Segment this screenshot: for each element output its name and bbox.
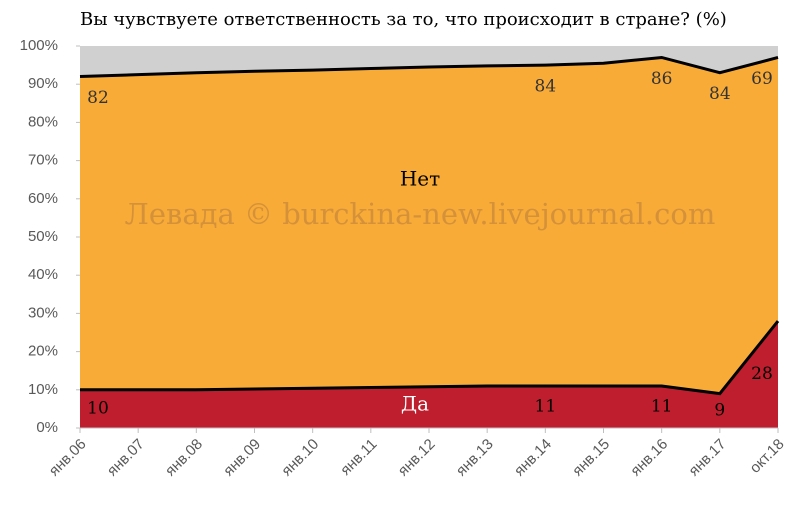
data-label: 11 — [651, 396, 673, 416]
x-tick-label: янв.12 — [395, 436, 439, 480]
y-tick-label: 90% — [28, 75, 58, 92]
data-label: 84 — [535, 77, 557, 97]
data-label: 84 — [709, 84, 731, 104]
x-tick-label: янв.06 — [46, 436, 90, 480]
x-tick-label: янв.07 — [104, 436, 148, 480]
x-tick-label: янв.11 — [337, 436, 380, 479]
chart-title: Вы чувствуете ответственность за то, что… — [80, 9, 727, 30]
x-tick-label: янв.15 — [569, 436, 613, 480]
x-tick-label: янв.10 — [278, 436, 322, 480]
area — [80, 57, 778, 394]
series-name: Нет — [400, 167, 440, 191]
y-tick-label: 100% — [20, 37, 58, 54]
area — [80, 321, 778, 428]
boundary-line — [80, 320, 780, 396]
x-tick-label: янв.13 — [453, 436, 497, 480]
series-name: Да — [401, 392, 429, 416]
data-label: 69 — [751, 69, 773, 89]
y-tick-label: 60% — [28, 190, 58, 207]
y-tick-label: 80% — [28, 113, 58, 130]
data-label: 82 — [87, 88, 109, 108]
x-tick-label: янв.09 — [220, 436, 264, 480]
x-tick-label: янв.08 — [162, 436, 206, 480]
x-tick-label: окт.18 — [747, 436, 788, 477]
data-label: 9 — [714, 400, 725, 420]
y-tick-label: 40% — [28, 266, 58, 283]
y-tick-label: 70% — [28, 152, 58, 169]
y-tick-label: 10% — [28, 381, 58, 398]
boundary-line — [79, 55, 779, 79]
y-tick-label: 50% — [28, 228, 58, 245]
x-tick-label: янв.14 — [511, 436, 555, 480]
area — [80, 46, 778, 77]
data-label: 10 — [87, 398, 109, 418]
data-label: 28 — [751, 364, 773, 384]
y-tick-label: 30% — [28, 304, 58, 321]
data-label: 86 — [651, 69, 673, 89]
y-tick-label: 0% — [36, 419, 58, 436]
x-tick-label: янв.17 — [685, 436, 729, 480]
data-label: 11 — [535, 396, 557, 416]
watermark: Левада © burckina-new.livejournal.com — [125, 197, 716, 231]
y-tick-label: 20% — [28, 343, 58, 360]
x-tick-label: янв.16 — [627, 436, 671, 480]
